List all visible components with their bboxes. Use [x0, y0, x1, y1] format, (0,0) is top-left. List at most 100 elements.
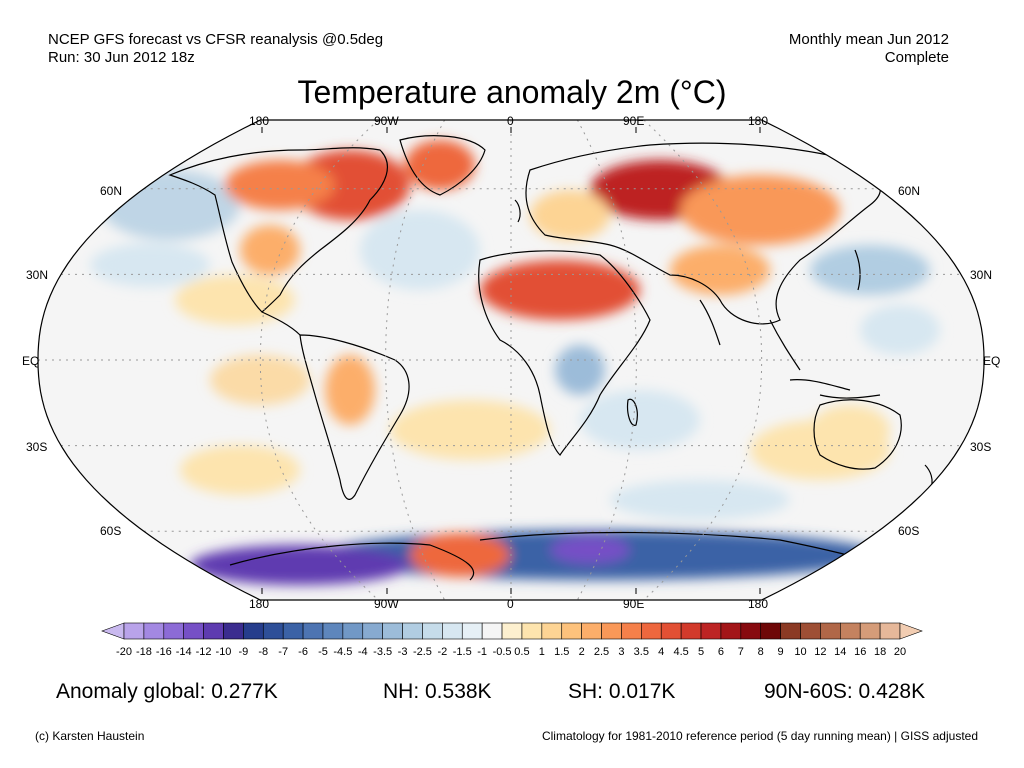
map-title: Temperature anomaly 2m (°C)	[297, 74, 727, 110]
lon-label-top-90w: 90W	[374, 114, 399, 128]
lat-label-right-60s: 60S	[898, 524, 920, 538]
colorbar-swatch	[740, 622, 762, 640]
colorbar-label: -6	[298, 646, 308, 658]
colorbar-swatch	[302, 622, 324, 640]
colorbar-swatch	[840, 622, 861, 640]
lat-label-left-30n: 30N	[26, 268, 49, 282]
colorbar-swatch	[163, 622, 184, 640]
lon-label-bottom-180e: 180	[748, 597, 769, 611]
lon-label-bottom-90w: 90W	[374, 597, 399, 611]
colorbar-label: -0.5	[492, 646, 512, 658]
colorbar-label: 14	[834, 646, 847, 658]
nh-anomaly-stat: NH: 0.538K	[383, 680, 492, 703]
colorbar-swatch	[223, 622, 244, 640]
map-frame	[37, 119, 985, 601]
colorbar-label: -18	[135, 646, 152, 658]
colorbar-swatch	[243, 622, 264, 640]
colorbar-swatch	[342, 622, 364, 640]
colorbar-swatch	[780, 622, 801, 640]
colorbar-label: 12	[814, 646, 827, 658]
longitude-gridline	[259, 120, 379, 600]
lat-label-right-60n: 60N	[898, 184, 921, 198]
colorbar-swatch	[461, 622, 483, 640]
colorbar-swatch	[680, 622, 702, 640]
colorbar-label: 20	[893, 646, 907, 658]
colorbar-label: 18	[873, 646, 887, 658]
lat-label-left-60n: 60N	[100, 184, 123, 198]
longitude-gridline	[643, 120, 763, 600]
colorbar-label: -4	[357, 646, 368, 658]
lat-label-left-60s: 60S	[100, 524, 122, 538]
colorbar-label: -3	[397, 646, 408, 658]
tick-marks	[261, 127, 761, 594]
colorbar-label: -5	[318, 646, 328, 658]
lat-label-right-30s: 30S	[970, 440, 992, 454]
colorbar-label: -16	[155, 646, 172, 658]
global-anomaly-stat: Anomaly global: 0.277K	[56, 680, 278, 703]
anomaly-field	[90, 140, 940, 585]
colorbar-swatch	[203, 622, 224, 640]
colorbar-swatch	[362, 622, 383, 640]
colorbar-min-arrow	[101, 622, 125, 640]
colorbar-label: 4.5	[673, 646, 689, 658]
lon-label-bottom-0: 0	[507, 597, 514, 611]
colorbar-swatch	[641, 622, 662, 640]
colorbar-swatch	[501, 622, 523, 640]
colorbar-label: -2.5	[412, 646, 432, 658]
colorbar-label: 9	[777, 646, 784, 658]
colorbar-label: -3.5	[373, 646, 393, 658]
colorbar-label: 16	[854, 646, 867, 658]
colorbar-label: -9	[238, 646, 249, 658]
colorbar-swatch	[720, 622, 742, 640]
colorbar-swatch	[859, 622, 881, 640]
lat-label-right-30n: 30N	[970, 268, 993, 282]
colorbar-swatch	[601, 622, 622, 640]
colorbar-label: 6	[717, 646, 724, 658]
colorbar-swatch	[382, 622, 403, 640]
colorbar-label: 1	[538, 646, 545, 658]
colorbar-label: 0.5	[514, 646, 530, 658]
colorbar-swatch	[402, 622, 423, 640]
colorbar-label: -7	[278, 646, 289, 658]
colorbar-label: -1	[477, 646, 488, 658]
colorbar-swatch	[760, 622, 781, 640]
colorbar-label: -8	[258, 646, 269, 658]
colorbar-swatch	[282, 622, 304, 640]
colorbar-swatch	[561, 622, 582, 640]
lon-label-top-180w: 180	[249, 114, 270, 128]
colorbar-label: 10	[794, 646, 807, 658]
colorbar-label: 5	[697, 646, 705, 658]
lat-label-right-eq: EQ	[983, 354, 1001, 368]
period-info-line: Monthly mean Jun 2012	[788, 31, 949, 48]
colorbar-swatch	[660, 622, 682, 640]
lon-label-bottom-180w: 180	[249, 597, 270, 611]
lon-label-top-90e: 90E	[623, 114, 645, 128]
colorbar-label: 8	[757, 646, 764, 658]
colorbar-label: 3	[618, 646, 625, 658]
lat-label-left-eq: EQ	[22, 354, 40, 368]
sh-anomaly-stat: SH: 0.017K	[568, 680, 676, 703]
colorbar-swatch	[521, 622, 543, 640]
colorbar-max-arrow	[899, 622, 923, 640]
colorbar-swatch	[621, 622, 642, 640]
colorbar-swatch	[800, 622, 821, 640]
colorbar-label: -1.5	[452, 646, 472, 658]
coastlines	[168, 135, 933, 581]
colorbar-label: -4.5	[333, 646, 353, 658]
run-info-line: Run: 30 Jun 2012 18z	[48, 49, 195, 66]
temperature-anomaly-map	[37, 119, 985, 601]
colorbar-label: -20	[116, 646, 132, 658]
lon-label-top-0: 0	[507, 114, 514, 128]
colorbar-swatch	[820, 622, 841, 640]
colorbar-swatch	[481, 622, 503, 640]
colorbar-swatch	[322, 622, 344, 640]
colorbar-label: -14	[175, 646, 192, 658]
colorbar-swatch	[442, 622, 463, 640]
colorbar-swatch	[262, 622, 284, 640]
colorbar-label: 2.5	[593, 646, 610, 658]
colorbar-label: -10	[215, 646, 232, 658]
colorbar-swatch	[879, 622, 901, 640]
colorbar-label: -2	[437, 646, 448, 658]
colorbar-swatch	[700, 622, 722, 640]
